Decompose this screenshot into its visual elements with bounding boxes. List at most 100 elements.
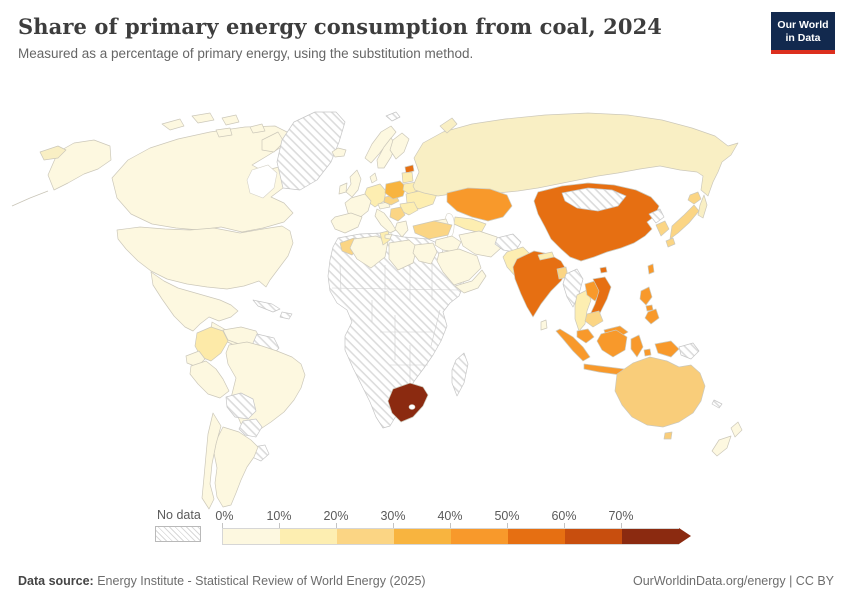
country-russia[interactable] [412,112,739,197]
svalbard[interactable] [385,111,401,122]
country-austria[interactable] [377,201,391,210]
country-saudi-arabia[interactable] [436,248,482,286]
country-iceland[interactable] [331,147,347,158]
australia-tasmania[interactable] [663,431,673,440]
country-south-korea[interactable] [655,220,670,237]
country-egypt[interactable] [412,242,438,265]
legend-tick-label: 10% [263,509,295,523]
country-finland[interactable] [389,132,410,160]
legend-no-data[interactable]: No data [155,508,203,542]
country-yemen-oman[interactable] [454,269,487,294]
map-legend: No data 0% 10% 20% 30% 40% 50% 60% 70% [155,508,702,546]
country-madagascar[interactable] [451,352,469,397]
country-serbia-balkans[interactable] [389,206,406,222]
country-bolivia[interactable] [225,392,257,420]
country-south-africa[interactable] [387,382,429,423]
legend-segment-20-30 [337,528,394,545]
country-greenland[interactable] [276,111,346,191]
country-cambodia[interactable] [584,310,604,328]
legend-segment-40-50 [451,528,508,545]
legend-tick-label: 20% [320,509,352,523]
lesotho-hole [408,404,416,410]
data-source-label: Data source: [18,574,94,588]
indonesia-west-papua[interactable] [654,340,680,358]
chart-subtitle: Measured as a percentage of primary ener… [18,46,474,61]
chart-footer: Data source: Energy Institute - Statisti… [18,574,834,588]
legend-arrow-tip [679,528,691,544]
russia-chukotka-west-edge[interactable] [39,145,67,161]
country-france[interactable] [344,193,372,220]
attribution-link[interactable]: OurWorldinData.org/energy | CC BY [632,574,834,588]
world-map [0,95,850,510]
country-norway[interactable] [364,125,397,164]
country-china[interactable] [533,182,660,274]
legend-gradient-bar[interactable] [222,528,691,545]
country-taiwan[interactable] [647,263,655,275]
choropleth-svg [11,111,743,510]
country-peru[interactable] [189,360,230,399]
country-hispaniola[interactable] [279,311,293,320]
legend-tick-label: 50% [491,509,523,523]
new-caledonia[interactable] [711,399,723,409]
country-argentina[interactable] [213,426,259,508]
hudson-bay [246,164,278,199]
country-paraguay[interactable] [238,418,263,438]
country-algeria[interactable] [349,235,389,269]
legend-segment-30-40 [394,528,451,545]
country-north-korea[interactable] [648,208,665,224]
arctic-islands[interactable] [161,112,285,153]
legend-tick-label: 70% [605,509,637,523]
country-libya[interactable] [388,239,418,271]
country-latvia-lithuania[interactable] [401,171,414,184]
country-chile[interactable] [201,412,222,510]
country-greece[interactable] [394,220,409,238]
legend-segment-70-plus [622,528,679,545]
country-usa[interactable] [116,225,294,290]
legend-tick-label: 40% [434,509,466,523]
country-philippines[interactable] [639,286,660,325]
owid-logo-line2: in Data [785,31,821,44]
legend-segment-0-10 [222,528,280,545]
legend-tick-label: 30% [377,509,409,523]
country-brazil[interactable] [225,341,306,434]
africa-internal-borders [331,262,459,382]
country-japan[interactable] [665,191,702,248]
country-india[interactable] [512,250,568,318]
data-source: Data source: Energy Institute - Statisti… [18,574,426,588]
country-ireland[interactable] [338,182,348,195]
chart-header: Share of primary energy consumption from… [18,14,750,61]
country-sri-lanka[interactable] [540,319,548,331]
legend-segment-50-60 [508,528,565,545]
country-iran[interactable] [458,230,502,258]
legend-tick-label: 0% [212,509,237,523]
no-data-label: No data [157,508,201,522]
legend-segment-10-20 [280,528,337,545]
aleutian-islands [11,190,49,207]
novaya-zemlya[interactable] [439,117,458,134]
owid-logo-line1: Our World [777,19,829,31]
country-colombia[interactable] [194,326,229,362]
country-australia[interactable] [614,356,706,428]
country-papua-new-guinea[interactable] [678,342,700,360]
legend-tick-label: 60% [548,509,580,523]
country-kazakhstan[interactable] [446,187,513,222]
owid-logo[interactable]: Our World in Data [771,12,835,55]
country-turkey[interactable] [412,220,453,240]
data-source-text: Energy Institute - Statistical Review of… [93,574,426,588]
country-italy[interactable] [374,208,397,240]
legend-color-scale[interactable]: 0% 10% 20% 30% 40% 50% 60% 70% [212,508,702,546]
legend-segment-60-70 [565,528,622,545]
page-title: Share of primary energy consumption from… [18,14,663,39]
russia-sakhalin[interactable] [697,194,708,219]
country-new-zealand[interactable] [711,421,743,457]
country-cuba[interactable] [252,299,281,313]
no-data-swatch [155,526,201,542]
country-poland[interactable] [384,180,407,200]
country-mexico[interactable] [150,271,239,332]
country-denmark[interactable] [369,172,378,184]
country-estonia[interactable] [404,164,415,174]
country-spain-portugal[interactable] [330,212,363,234]
country-nepal[interactable] [537,251,555,261]
country-uk[interactable] [345,169,362,198]
country-mongolia[interactable] [561,187,627,212]
